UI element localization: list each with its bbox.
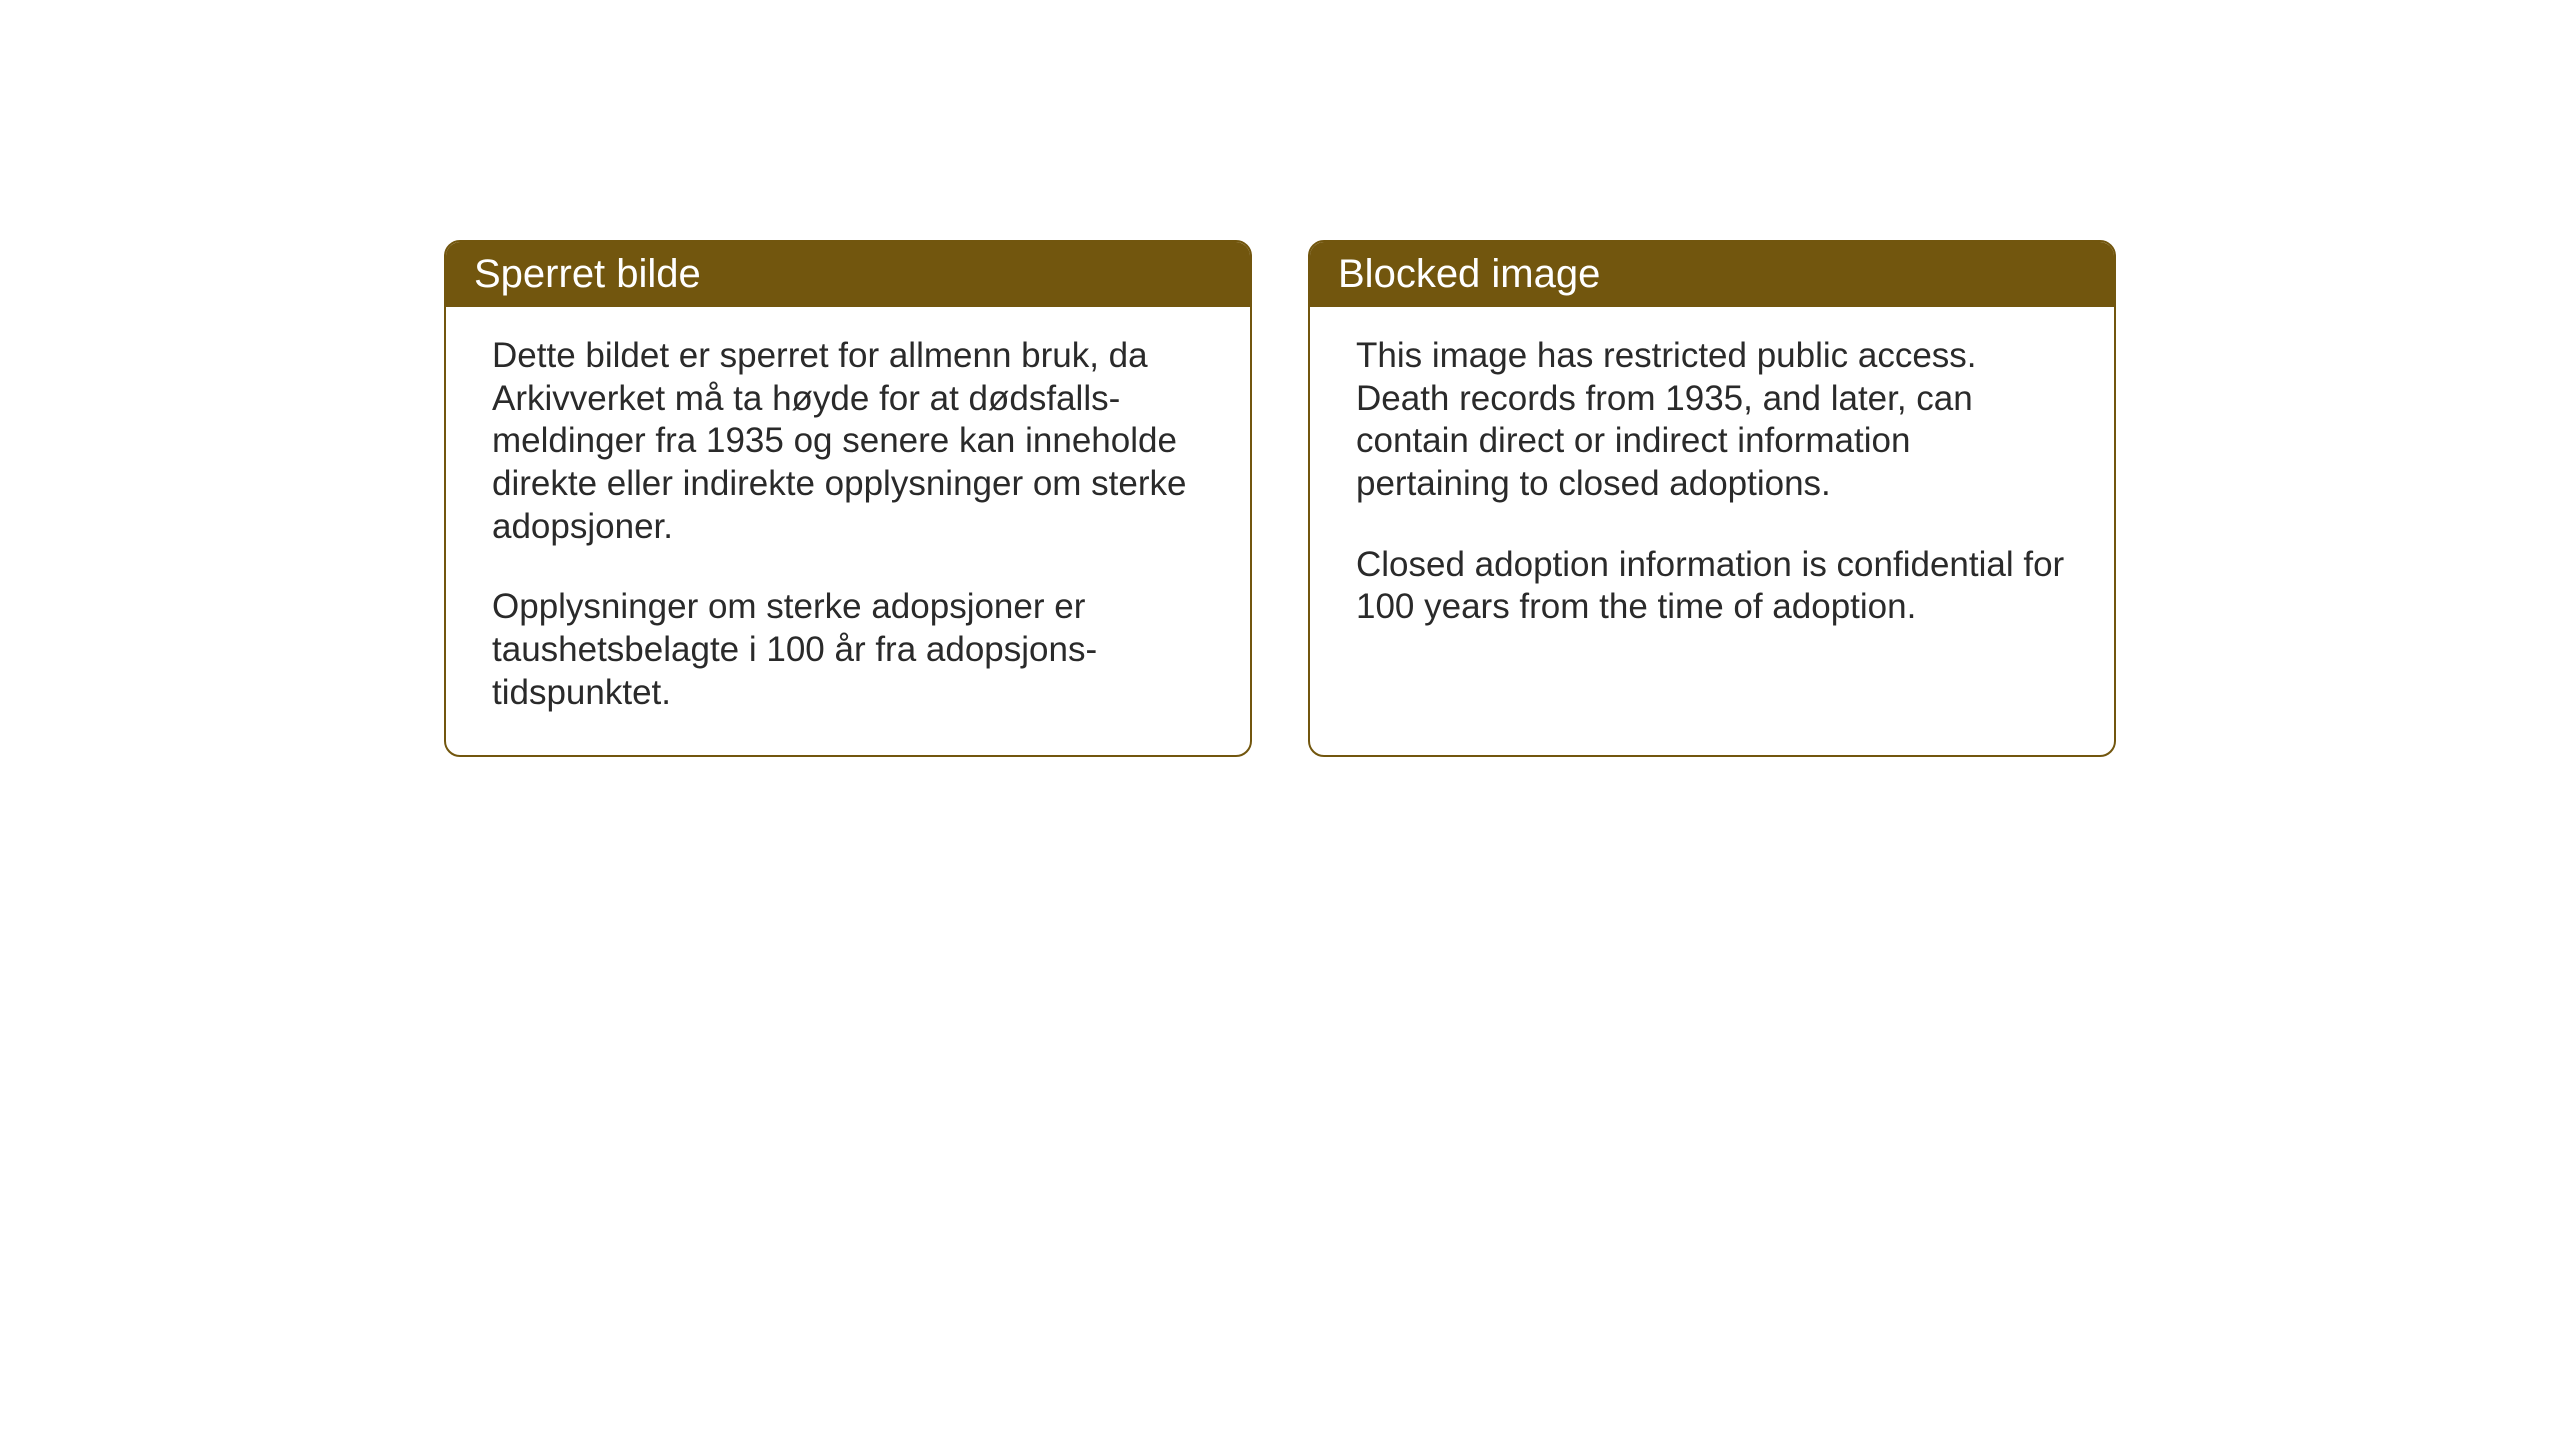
notice-paragraph-1-norwegian: Dette bildet er sperret for allmenn bruk…: [492, 335, 1204, 548]
notice-body-english: This image has restricted public access.…: [1310, 307, 2114, 669]
notice-paragraph-2-english: Closed adoption information is confident…: [1356, 544, 2068, 629]
notice-header-english: Blocked image: [1310, 242, 2114, 307]
notice-paragraph-2-norwegian: Opplysninger om sterke adopsjoner er tau…: [492, 586, 1204, 714]
notice-title-norwegian: Sperret bilde: [474, 252, 701, 296]
notice-header-norwegian: Sperret bilde: [446, 242, 1250, 307]
notice-card-english: Blocked image This image has restricted …: [1308, 240, 2116, 757]
notice-title-english: Blocked image: [1338, 252, 1600, 296]
notice-card-norwegian: Sperret bilde Dette bildet er sperret fo…: [444, 240, 1252, 757]
notice-container: Sperret bilde Dette bildet er sperret fo…: [0, 0, 2560, 997]
notice-paragraph-1-english: This image has restricted public access.…: [1356, 335, 2068, 506]
notice-body-norwegian: Dette bildet er sperret for allmenn bruk…: [446, 307, 1250, 755]
